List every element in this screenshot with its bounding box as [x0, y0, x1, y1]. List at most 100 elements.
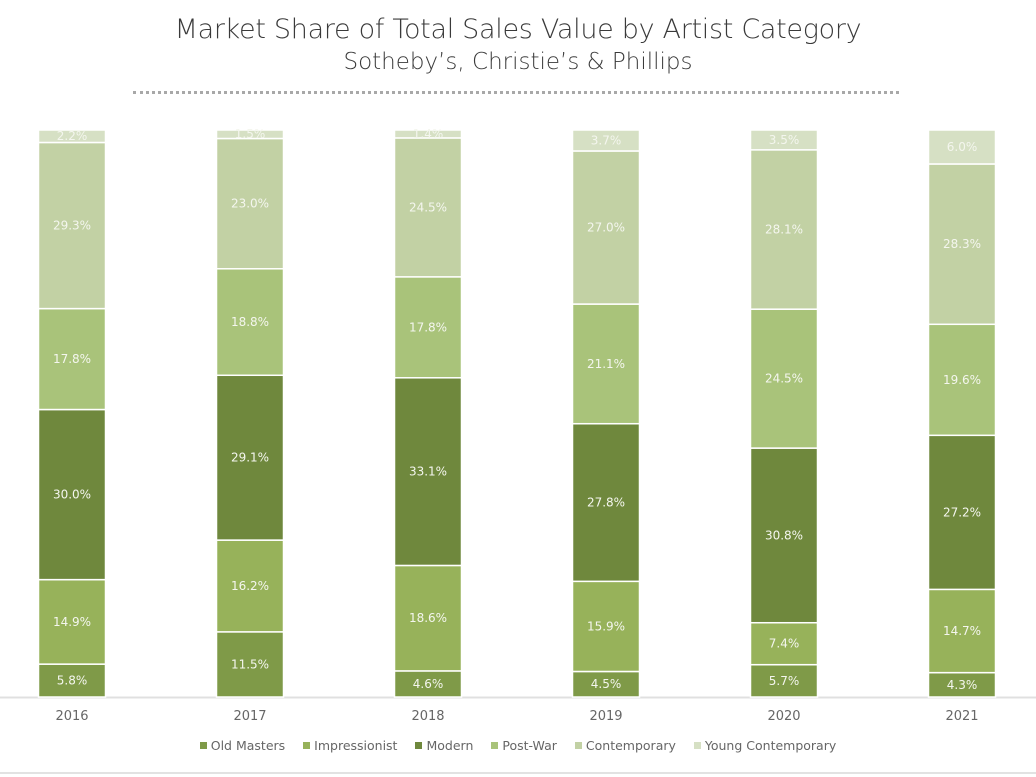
bar-segment [393, 137, 463, 278]
data-label: 5.7% [769, 674, 800, 688]
legend-item: Young Contemporary [693, 738, 837, 753]
bar-segment [571, 303, 641, 425]
bar-segment [215, 137, 285, 270]
data-label: 4.5% [591, 677, 622, 691]
data-label: 27.2% [943, 505, 981, 519]
chart-subtitle: Sotheby’s, Christie’s & Phillips [343, 49, 693, 75]
bar-segment [749, 663, 819, 698]
bar-segment [749, 129, 819, 151]
legend-item: Post-War [491, 738, 557, 753]
data-label: 17.8% [53, 352, 91, 366]
data-label: 23.0% [231, 197, 269, 211]
legend-label: Impressionist [314, 738, 398, 753]
x-tick-label: 2019 [589, 709, 622, 724]
data-label: 14.7% [943, 624, 981, 638]
data-label: 3.5% [769, 133, 800, 147]
bar-segment [215, 539, 285, 633]
legend-swatch [693, 742, 701, 749]
data-label: 18.6% [409, 611, 447, 625]
data-label: 30.8% [765, 528, 803, 542]
bar-segment [215, 631, 285, 698]
bar-segment [37, 129, 107, 144]
data-label: 4.3% [947, 678, 978, 692]
legend-swatch [415, 742, 423, 749]
data-label: 15.9% [587, 619, 625, 633]
bar-segment [393, 377, 463, 567]
legend-item: Contemporary [574, 738, 676, 753]
bar-segment [927, 163, 997, 326]
x-tick-label: 2021 [945, 709, 978, 724]
legend-item: Modern [415, 738, 473, 753]
data-label: 30.0% [53, 488, 91, 502]
bar-segment [571, 422, 641, 583]
bar-segment [393, 129, 463, 139]
legend-swatch [491, 742, 499, 749]
data-label: 24.5% [409, 200, 447, 214]
chart-title: Market Share of Total Sales Value by Art… [174, 14, 862, 45]
bar-segment [393, 670, 463, 698]
legend-label: Contemporary [585, 738, 676, 753]
data-label: 29.3% [53, 219, 91, 233]
legend-item: Old Masters [199, 738, 286, 753]
bar-segment [749, 149, 819, 310]
data-label: 7.4% [769, 637, 800, 651]
bar-segment [927, 129, 997, 165]
data-label: 29.1% [231, 451, 269, 465]
title-divider [133, 91, 899, 94]
data-label: 33.1% [409, 465, 447, 479]
bar-segment [37, 141, 107, 310]
x-tick-label: 2020 [767, 709, 800, 724]
data-label: 28.1% [765, 223, 803, 237]
data-label: 24.5% [765, 372, 803, 386]
x-tick-label: 2018 [411, 709, 444, 724]
bar-segment [749, 308, 819, 449]
bar-segment [571, 670, 641, 698]
data-label: 11.5% [231, 657, 269, 671]
data-label: 4.6% [413, 677, 444, 691]
legend-swatch [574, 742, 582, 749]
bar-segment [37, 578, 107, 665]
data-label: 21.1% [587, 357, 625, 371]
bar-segment [571, 580, 641, 673]
legend-label: Young Contemporary [704, 738, 837, 753]
legend-label: Post-War [502, 738, 557, 753]
legend-item: Impressionist [303, 738, 397, 753]
bar-segment [749, 621, 819, 666]
x-tick-label: 2017 [233, 709, 266, 724]
legend-swatch [303, 742, 311, 749]
data-label: 2.2% [57, 129, 88, 143]
data-label: 18.8% [231, 315, 269, 329]
data-label: 27.0% [587, 221, 625, 235]
bottom-divider [0, 772, 1036, 774]
data-label: 6.0% [947, 140, 978, 154]
bar-segment [37, 307, 107, 411]
legend-label: Old Masters [210, 738, 286, 753]
data-label: 28.3% [943, 237, 981, 251]
bar-segment [215, 129, 285, 140]
data-label: 3.7% [591, 133, 622, 147]
data-label: 1.4% [413, 127, 444, 141]
data-label: 16.2% [231, 579, 269, 593]
data-label: 17.8% [409, 320, 447, 334]
data-label: 27.8% [587, 496, 625, 510]
bar-segment [927, 671, 997, 698]
bar-segment [927, 588, 997, 674]
x-tick-label: 2016 [55, 709, 88, 724]
bar-segment [37, 408, 107, 581]
data-label: 19.6% [943, 373, 981, 387]
bar-segment [571, 129, 641, 152]
bar-segment [393, 276, 463, 379]
legend: Old Masters Impressionist Modern Post-War Co… [0, 738, 1036, 753]
bar-segment [749, 447, 819, 624]
bar-segment [215, 268, 285, 377]
data-label: 14.9% [53, 615, 91, 629]
bar-segment [927, 323, 997, 437]
data-label: 5.8% [57, 674, 88, 688]
bar-segment [393, 564, 463, 672]
bar-segment [215, 374, 285, 541]
legend-label: Modern [426, 738, 474, 753]
legend-swatch [199, 742, 207, 749]
bar-segment [571, 150, 641, 305]
data-label: 1.5% [235, 127, 266, 141]
